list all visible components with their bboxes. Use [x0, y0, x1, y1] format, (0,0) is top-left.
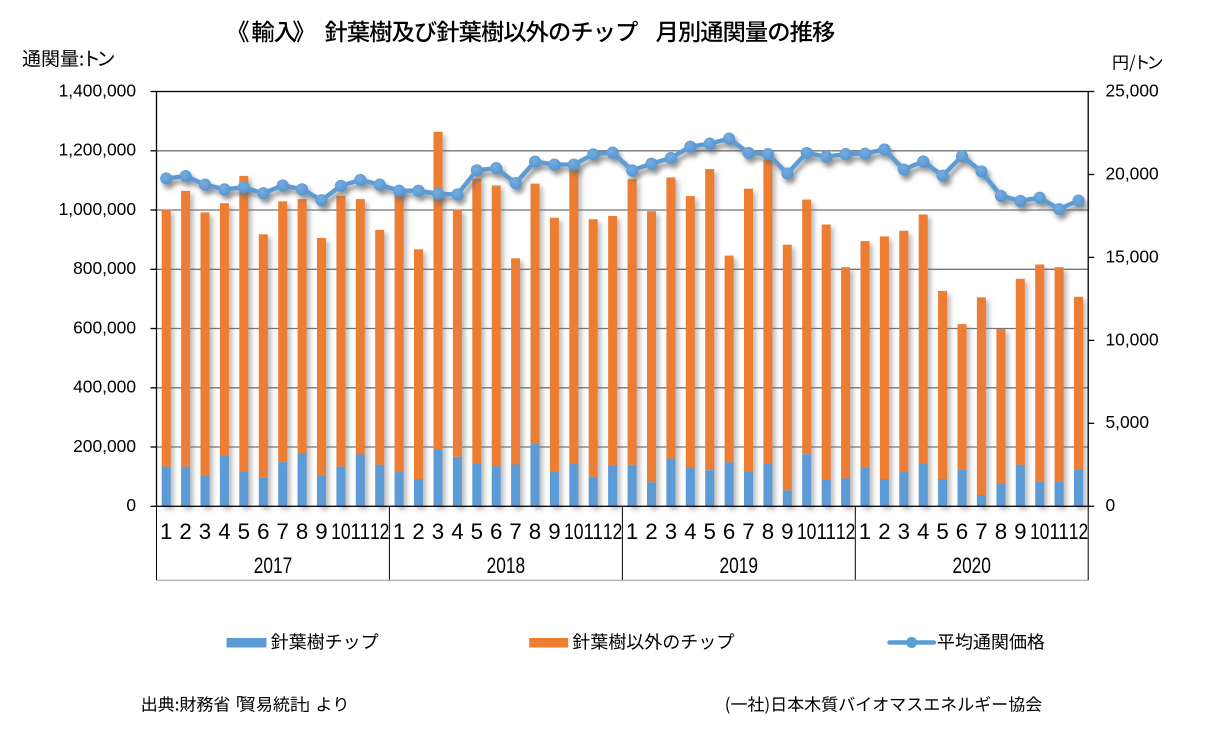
svg-text:2: 2	[179, 519, 191, 544]
svg-text:8: 8	[762, 519, 774, 544]
svg-text:6: 6	[723, 519, 735, 544]
svg-text:200,000: 200,000	[73, 436, 136, 456]
svg-text:3: 3	[199, 519, 211, 544]
svg-text:4: 4	[218, 519, 230, 544]
svg-text:8: 8	[995, 519, 1007, 544]
svg-text:7: 7	[276, 519, 288, 544]
svg-text:12: 12	[603, 519, 623, 544]
svg-text:1: 1	[626, 519, 638, 544]
svg-text:10: 10	[564, 519, 584, 544]
svg-text:0: 0	[1106, 495, 1116, 515]
svg-text:25,000: 25,000	[1106, 80, 1159, 100]
svg-text:2: 2	[878, 519, 890, 544]
svg-text:10: 10	[331, 519, 351, 544]
svg-text:5,000: 5,000	[1106, 412, 1150, 432]
svg-text:12: 12	[1069, 519, 1089, 544]
svg-text:11: 11	[351, 519, 371, 544]
svg-text:0: 0	[126, 495, 136, 515]
svg-text:12: 12	[370, 519, 390, 544]
svg-text:11: 11	[1049, 519, 1069, 544]
svg-text:10,000: 10,000	[1106, 329, 1159, 349]
svg-text:11: 11	[583, 519, 603, 544]
svg-text:10: 10	[797, 519, 817, 544]
svg-text:2: 2	[645, 519, 657, 544]
svg-text:5: 5	[936, 519, 948, 544]
svg-text:8: 8	[529, 519, 541, 544]
svg-text:7: 7	[975, 519, 987, 544]
svg-text:7: 7	[509, 519, 521, 544]
svg-text:9: 9	[315, 519, 327, 544]
svg-text:6: 6	[490, 519, 502, 544]
svg-text:9: 9	[548, 519, 560, 544]
svg-text:3: 3	[432, 519, 444, 544]
svg-text:12: 12	[836, 519, 856, 544]
svg-text:600,000: 600,000	[73, 317, 136, 337]
svg-text:5: 5	[471, 519, 483, 544]
svg-text:2: 2	[412, 519, 424, 544]
svg-text:3: 3	[665, 519, 677, 544]
svg-text:1,000,000: 1,000,000	[59, 199, 136, 219]
svg-text:7: 7	[742, 519, 754, 544]
svg-text:20,000: 20,000	[1106, 163, 1159, 183]
svg-text:8: 8	[296, 519, 308, 544]
svg-text:1: 1	[160, 519, 172, 544]
svg-text:2019: 2019	[720, 553, 759, 578]
svg-text:4: 4	[684, 519, 696, 544]
svg-text:400,000: 400,000	[73, 377, 136, 397]
svg-text:3: 3	[898, 519, 910, 544]
svg-text:4: 4	[451, 519, 463, 544]
svg-text:6: 6	[956, 519, 968, 544]
svg-text:11: 11	[816, 519, 836, 544]
svg-text:1,200,000: 1,200,000	[59, 140, 136, 160]
svg-text:5: 5	[238, 519, 250, 544]
svg-text:1,400,000: 1,400,000	[59, 80, 136, 100]
svg-text:4: 4	[917, 519, 929, 544]
svg-text:1: 1	[859, 519, 871, 544]
svg-text:2017: 2017	[254, 553, 293, 578]
svg-text:6: 6	[257, 519, 269, 544]
svg-text:9: 9	[1014, 519, 1026, 544]
svg-text:800,000: 800,000	[73, 258, 136, 278]
svg-text:15,000: 15,000	[1106, 246, 1159, 266]
svg-text:9: 9	[781, 519, 793, 544]
svg-text:5: 5	[703, 519, 715, 544]
svg-text:2018: 2018	[487, 553, 526, 578]
svg-text:1: 1	[393, 519, 405, 544]
svg-text:2020: 2020	[952, 553, 991, 578]
svg-text:10: 10	[1030, 519, 1050, 544]
